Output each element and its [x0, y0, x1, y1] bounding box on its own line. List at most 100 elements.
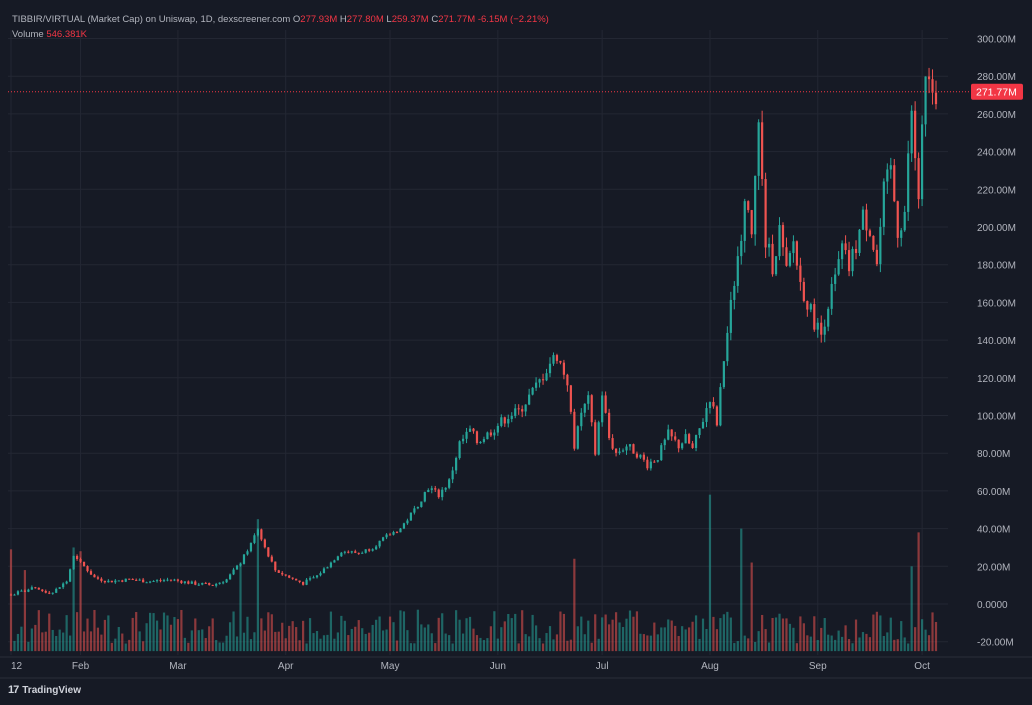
volume-bar [531, 614, 534, 652]
x-tick-label: Jun [490, 661, 506, 672]
candle-body [597, 422, 600, 455]
volume-bar [180, 609, 183, 652]
volume-bar [305, 643, 308, 652]
volume-bar [458, 619, 461, 652]
candle-body [44, 591, 47, 593]
volume-bar [534, 625, 538, 652]
x-axis: 12 Feb Mar Apr May Jun Jul Aug Sep Oct [11, 661, 930, 672]
candle-body [548, 363, 552, 374]
volume-bar [166, 615, 169, 652]
volume-bar [482, 640, 486, 652]
symbol-title[interactable]: TIBBIR/VIRTUAL (Market Cap) on Uniswap, … [12, 14, 291, 25]
candle-body [489, 432, 492, 436]
candle-body [886, 169, 889, 182]
volume-bar [135, 612, 138, 652]
candle-body [121, 580, 124, 582]
candle-body [740, 240, 743, 257]
volume-bar [249, 639, 253, 652]
volume-bar [308, 618, 312, 652]
candle-body [882, 181, 885, 227]
candle-body [496, 425, 499, 433]
candle-body [559, 360, 562, 363]
legend-row-ohlc: TIBBIR/VIRTUAL (Market Cap) on Uniswap, … [12, 12, 549, 27]
volume-bar [743, 635, 746, 652]
candle-body [409, 512, 413, 521]
volume-bar [670, 620, 673, 652]
candle-body [30, 587, 33, 590]
volume-bar [698, 638, 701, 652]
volume-bar [736, 641, 739, 652]
candle-body [486, 432, 489, 440]
candle-body [215, 583, 218, 586]
volume-bar [521, 610, 524, 652]
tradingview-brand[interactable]: 17 TradingView [8, 684, 81, 696]
candle-body [795, 241, 799, 266]
volume-bar [246, 616, 249, 652]
volume-bar [441, 613, 444, 652]
volume-bar [681, 626, 684, 652]
candle-body [924, 76, 927, 125]
candle-body [729, 299, 732, 333]
volume-bar [524, 634, 527, 652]
candle-body [528, 394, 531, 405]
volume-bar [875, 611, 878, 652]
volume-bar [688, 627, 691, 652]
volume-bar [649, 635, 652, 652]
candle-body [20, 590, 23, 592]
candle-body [614, 448, 618, 453]
volume-bar [754, 641, 757, 652]
volume-bar [694, 615, 698, 652]
candle-body [253, 535, 256, 543]
volume-bar [841, 636, 844, 652]
candle-body [531, 387, 534, 395]
volume-bar [851, 643, 854, 652]
candle-body [844, 243, 847, 251]
x-tick-label: Mar [169, 661, 187, 672]
candle-body [708, 402, 712, 409]
volume-bar [750, 562, 753, 652]
candle-body [270, 556, 273, 562]
candle-body [479, 441, 482, 444]
candle-body [868, 230, 872, 236]
volume-bar [295, 627, 298, 652]
candle-body [197, 584, 200, 586]
candle-body [41, 589, 44, 592]
candle-body [37, 587, 40, 590]
volume-bar [444, 633, 447, 652]
volume-bar [110, 642, 113, 652]
candle-body [69, 569, 72, 582]
candle-body [903, 211, 906, 231]
y-tick-label: 220.00M [977, 185, 1016, 196]
last-price-badge [971, 83, 1023, 100]
volume-bar [340, 615, 343, 652]
volume-bar [65, 615, 68, 652]
volume-bar [361, 628, 364, 652]
volume-label[interactable]: Volume [12, 29, 44, 40]
candle-body [225, 579, 228, 583]
volume-bar [37, 610, 40, 652]
volume-bar [451, 643, 454, 652]
volume-bar [795, 643, 799, 652]
candle-body [302, 582, 305, 585]
volume-bar [368, 632, 371, 652]
candle-body [747, 201, 750, 211]
volume-bar [267, 612, 270, 652]
candle-body [298, 580, 301, 583]
candle-body [604, 395, 607, 413]
volume-bar [375, 619, 378, 652]
candle-body [79, 559, 82, 562]
y-tick-label: 200.00M [977, 223, 1016, 234]
candle-body [357, 552, 360, 554]
candle-body [646, 459, 649, 469]
candle-body [82, 561, 86, 567]
volume-bar [322, 635, 326, 652]
volume-bar [489, 626, 492, 652]
candle-body [427, 489, 430, 493]
candle-body [837, 259, 840, 275]
volume-bar [771, 617, 774, 652]
candle-body [889, 165, 892, 170]
volume-bar [764, 629, 767, 652]
volume-bar [388, 616, 392, 652]
volume-bar [569, 639, 572, 652]
